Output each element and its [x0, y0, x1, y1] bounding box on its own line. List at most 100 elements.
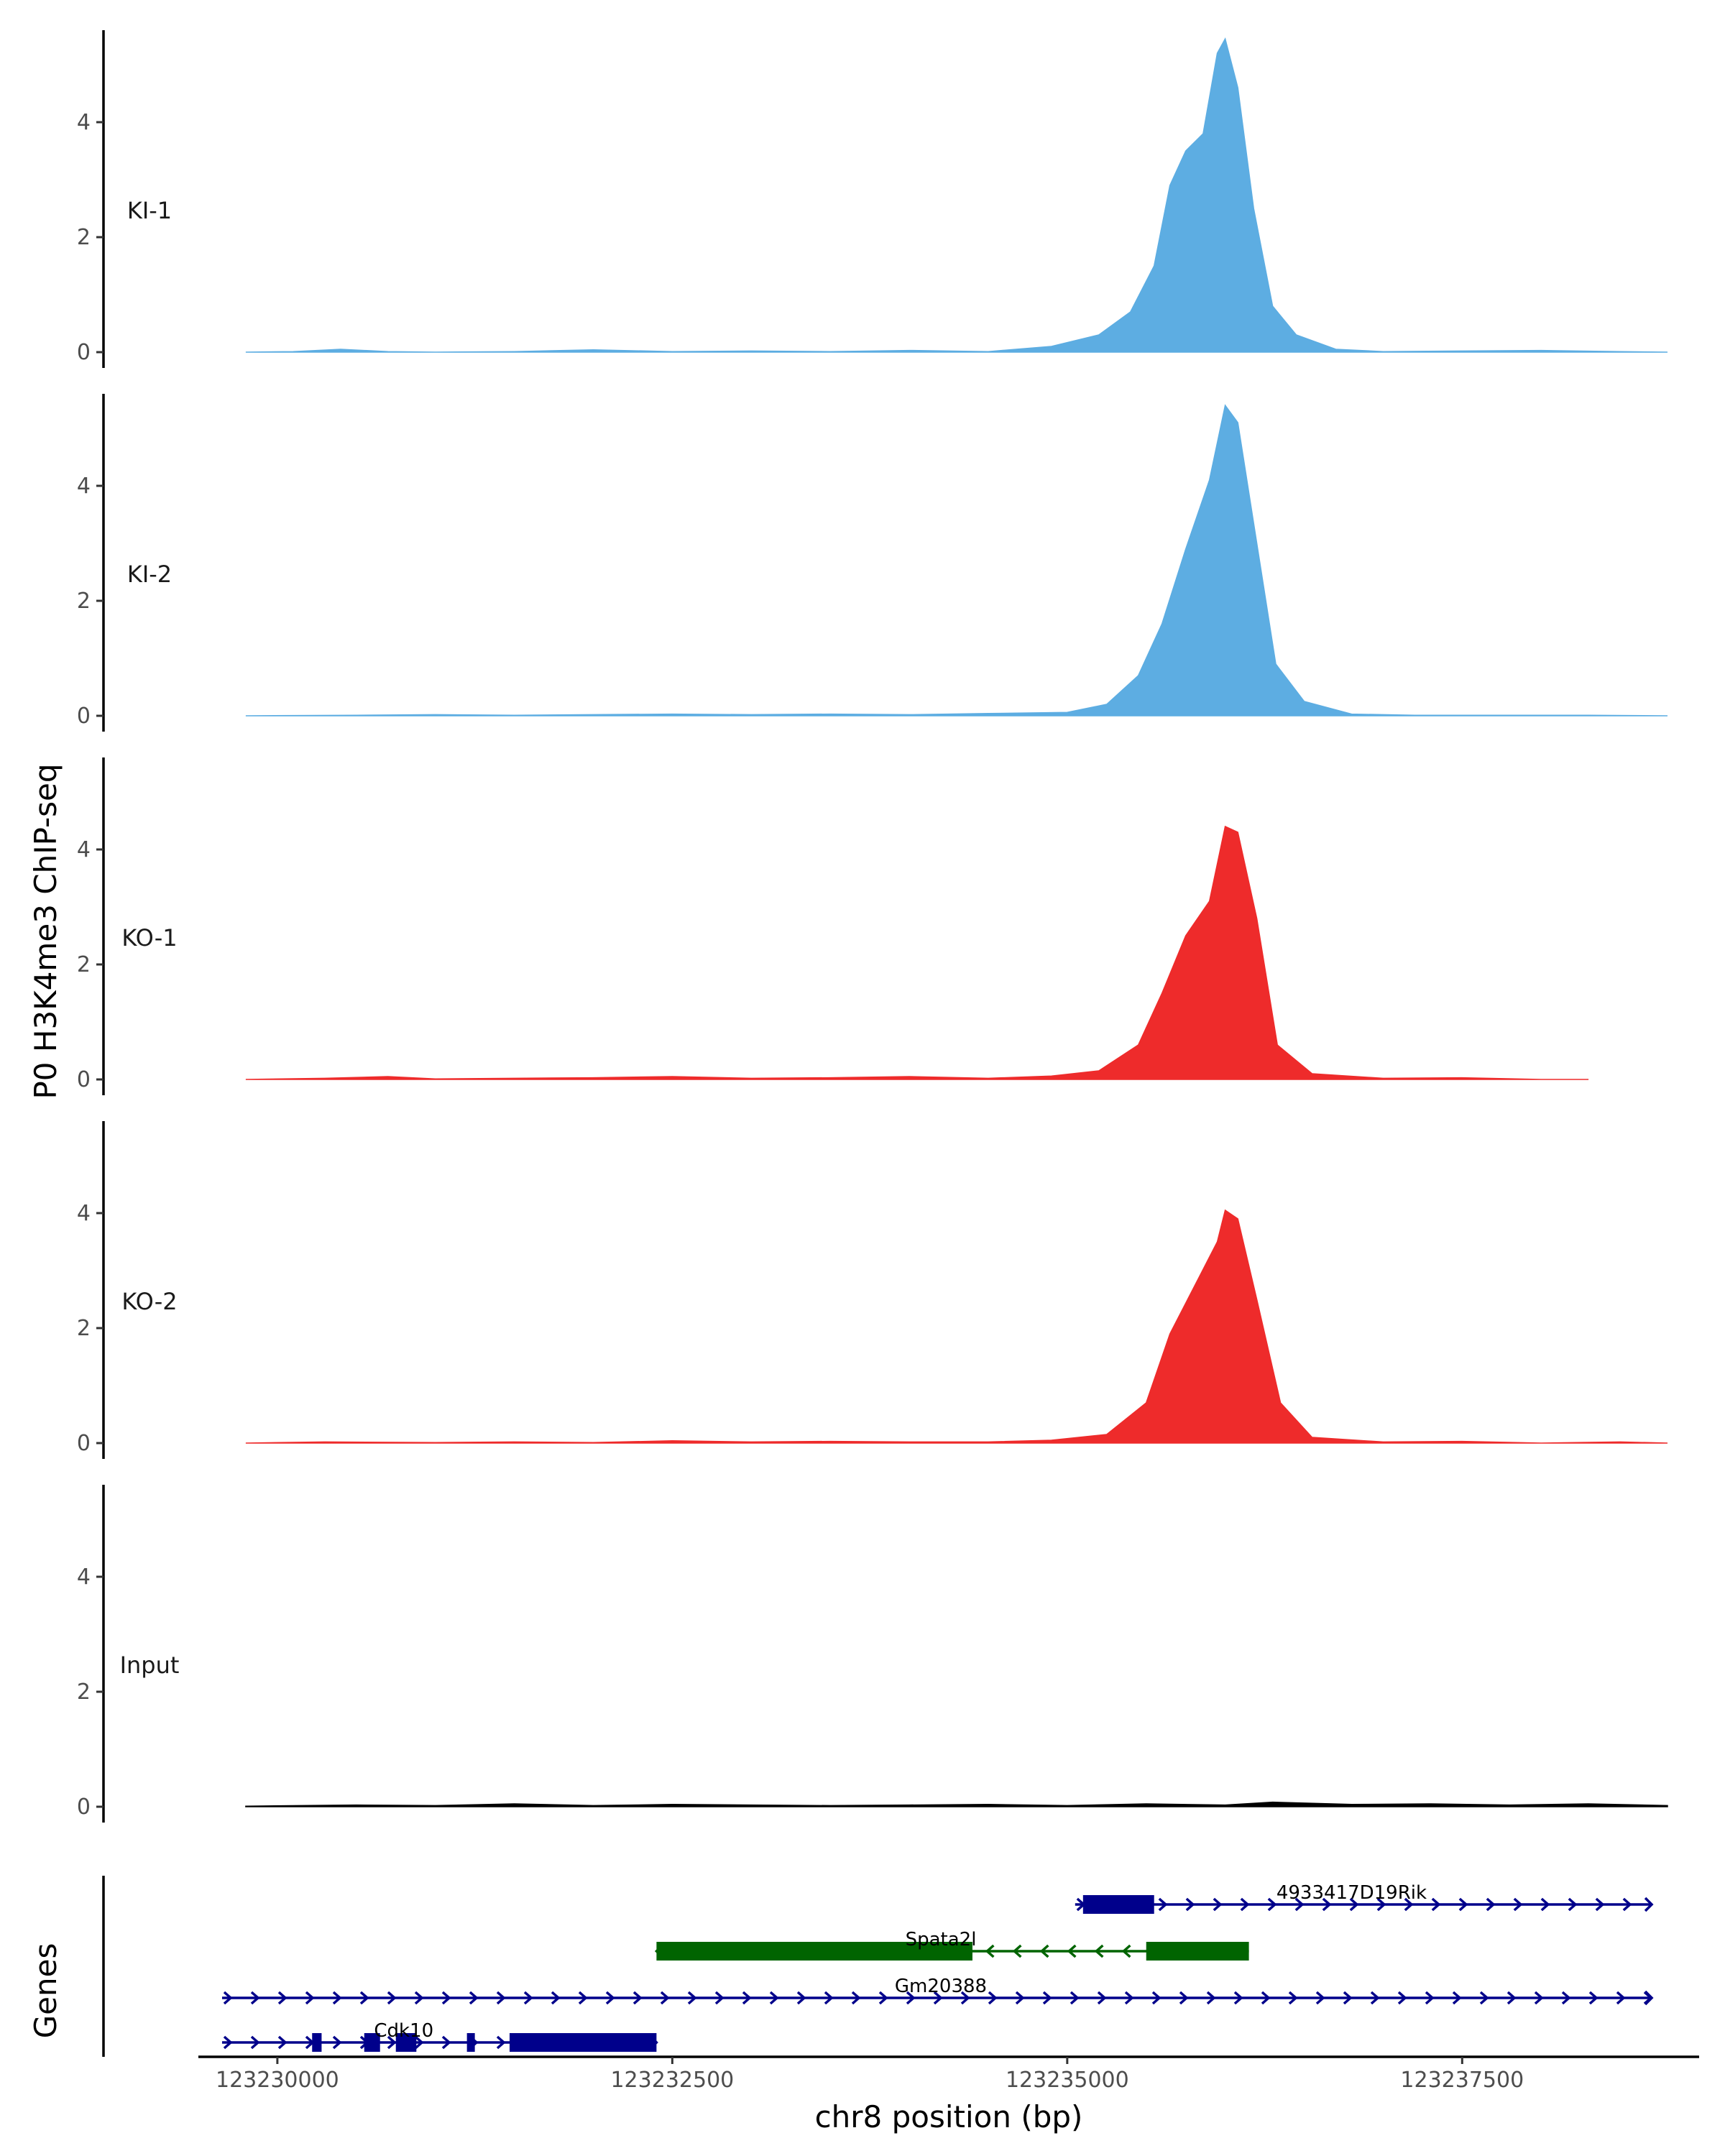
y-tick-label: 0 — [77, 1795, 91, 1820]
strand-arrow — [1452, 1991, 1462, 2005]
strand-arrow — [1376, 1897, 1386, 1912]
strand-arrow — [223, 2035, 233, 2050]
strand-arrow — [1121, 1944, 1131, 1958]
strand-arrow — [1124, 1991, 1134, 2005]
strand-arrow — [414, 1991, 424, 2005]
strand-arrow — [523, 1991, 533, 2005]
strand-arrow — [1015, 1991, 1025, 2005]
strand-arrow — [387, 1991, 397, 2005]
strand-arrow — [1039, 1944, 1049, 1958]
strand-end-arrow — [1644, 1897, 1654, 1912]
track-label: Input — [120, 1651, 180, 1679]
strand-arrow — [906, 1991, 916, 2005]
strand-arrow — [1479, 1991, 1489, 2005]
track-panel-ko-1: 0 2 4 KO-1 — [77, 757, 1589, 1095]
signal-area-ko-1 — [245, 825, 1589, 1080]
signal-tracks: 0 2 4 KI-1 0 2 4 KI-2 0 2 4 KO-1 0 2 4 KO-2 0 2 4 Input — [77, 30, 1668, 1823]
gene-spata2l: Spata2l — [654, 1929, 1249, 1961]
x-tick-label: 123230000 — [216, 2068, 339, 2093]
strand-arrow — [1240, 1897, 1250, 1912]
strand-arrow — [441, 1991, 451, 2005]
gene-exon — [1146, 1942, 1249, 1961]
y-tick-label: 4 — [77, 474, 91, 499]
strand-arrow — [1233, 1991, 1243, 2005]
strand-arrow — [1486, 1897, 1496, 1912]
gene-label: Gm20388 — [895, 1976, 987, 1997]
y-tick-label: 4 — [77, 1201, 91, 1226]
x-axis-title: chr8 position (bp) — [815, 2099, 1083, 2134]
strand-arrow — [1151, 1991, 1162, 2005]
strand-arrow — [1322, 1897, 1332, 1912]
strand-arrow — [441, 2035, 451, 2050]
x-tick-label: 123232500 — [610, 2068, 734, 2093]
track-panel-ki-1: 0 2 4 KI-1 — [77, 30, 1668, 368]
strand-arrow — [223, 1991, 233, 2005]
gene-exon — [395, 2033, 417, 2052]
strand-arrow — [1513, 1897, 1523, 1912]
gene-exon — [1082, 1895, 1154, 1914]
x-axis: chr8 position (bp) 123230000 123232500 123… — [198, 2055, 1699, 2134]
strand-arrow — [332, 1991, 342, 2005]
strand-arrow — [1534, 1991, 1544, 2005]
strand-arrow — [1294, 1897, 1305, 1912]
strand-arrow — [1094, 1944, 1104, 1958]
signal-area-input — [245, 1801, 1668, 1807]
gene-cdk10: Cdk10 — [221, 2020, 658, 2052]
y-tick-label: 4 — [77, 1565, 91, 1590]
strand-arrow — [387, 2035, 397, 2050]
strand-arrow — [1431, 1897, 1441, 1912]
strand-arrow — [687, 1991, 697, 2005]
y-tick-label: 2 — [77, 952, 91, 977]
strand-arrow — [1616, 1991, 1626, 2005]
gene-label: Spata2l — [906, 1929, 977, 1950]
strand-arrow — [1213, 1897, 1223, 1912]
gene-exon — [509, 2033, 657, 2052]
strand-arrow — [988, 1991, 998, 2005]
strand-arrow — [1012, 1944, 1022, 1958]
strand-end-arrow — [1644, 1990, 1654, 2006]
strand-arrow — [551, 1991, 561, 2005]
strand-arrow — [469, 1991, 479, 2005]
strand-arrow — [250, 2035, 260, 2050]
y-tick-label: 2 — [77, 1316, 91, 1341]
strand-arrow — [985, 1944, 995, 1958]
gene-label: 4933417D19Rik — [1276, 1882, 1427, 1904]
strand-arrow — [1206, 1991, 1216, 2005]
y-tick-label: 4 — [77, 837, 91, 862]
y-axis-title: P0 H3K4me3 ChIP-seq — [28, 763, 63, 1099]
strand-arrow — [1425, 1991, 1435, 2005]
strand-arrow — [1568, 1897, 1578, 1912]
strand-arrow — [1070, 1991, 1080, 2005]
strand-arrow — [277, 1991, 288, 2005]
y-tick-label: 2 — [77, 225, 91, 250]
gene-exon — [312, 2033, 322, 2052]
track-panel-input: 0 2 4 Input — [77, 1485, 1668, 1823]
strand-arrow — [496, 1991, 506, 2005]
track-label: KI-1 — [127, 197, 172, 224]
strand-arrow — [660, 1991, 670, 2005]
strand-arrow — [1506, 1991, 1517, 2005]
y-axis-title-group: P0 H3K4me3 ChIP-seq Genes — [28, 763, 63, 2038]
track-label: KO-2 — [121, 1288, 177, 1315]
strand-arrow — [878, 1991, 888, 2005]
signal-area-ki-1 — [245, 37, 1668, 353]
strand-arrow — [714, 1991, 724, 2005]
strand-arrow — [1349, 1897, 1359, 1912]
strand-arrow — [496, 2035, 506, 2050]
track-panel-ki-2: 0 2 4 KI-2 — [77, 394, 1668, 732]
strand-arrow — [414, 2035, 424, 2050]
gene-label: Cdk10 — [374, 2020, 433, 2042]
strand-arrow — [250, 1991, 260, 2005]
y-tick-label: 0 — [77, 1431, 91, 1456]
strand-arrow — [742, 1991, 752, 2005]
strand-arrow — [332, 2035, 342, 2050]
strand-arrow — [824, 1991, 834, 2005]
gene-4933417d19rik: 4933417D19Rik — [1075, 1882, 1654, 1914]
y-tick-label: 0 — [77, 340, 91, 365]
strand-arrow — [1097, 1991, 1107, 2005]
strand-arrow — [277, 2035, 288, 2050]
strand-arrow — [1397, 1991, 1407, 2005]
signal-area-ko-2 — [245, 1209, 1668, 1444]
strand-arrow — [1179, 1991, 1189, 2005]
